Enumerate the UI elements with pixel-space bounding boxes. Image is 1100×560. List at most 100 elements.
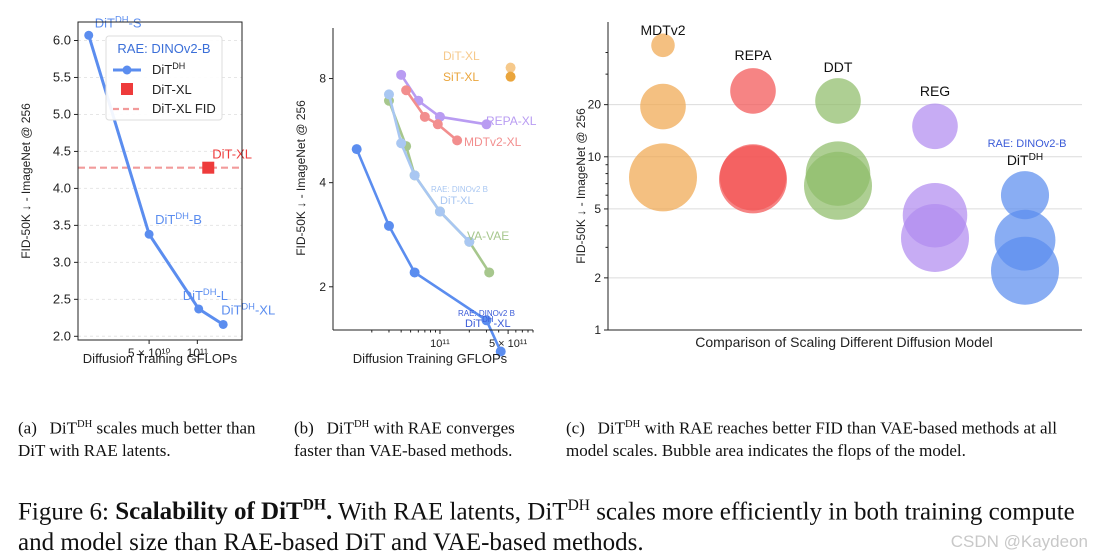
b-series-point: [434, 206, 445, 217]
caption-c-text-after: with RAE reaches better FID than VAE-bas…: [566, 418, 1057, 460]
b-series-point: [481, 315, 492, 326]
c-bubble: [815, 78, 861, 124]
b-x-axis-ticks: 10¹¹ 5 × 10¹¹: [371, 330, 534, 350]
a-x-axis-ticks: 5 × 10¹⁰ 10¹¹: [128, 340, 208, 360]
b-series-label: MDTv2-XL: [464, 135, 522, 149]
c-y-axis-label: FID-50K ↓ - ImageNet @ 256: [574, 108, 588, 264]
c-bubble: [804, 151, 872, 220]
b-series-point: [505, 71, 516, 82]
caption-b-label: (b): [294, 418, 314, 438]
caption-a-sup: DH: [77, 419, 93, 430]
a-x-axis-label: Diffusion Training GFLOPs: [83, 351, 238, 366]
a-legend: RAE: DINOv2-B DiTDH DiT-XL DiT-XL FID: [105, 35, 223, 121]
caption-c: (c) DiTDH with RAE reaches better FID th…: [566, 414, 1090, 462]
a-point-label: DiTDH-L: [183, 286, 228, 303]
a-legend-entry-fid: DiT-XL FID: [152, 101, 216, 116]
a-y-axis-ticks: 2.0 2.5 3.0 3.5 4.0 4.5 5.0 5.5 6.0: [53, 32, 78, 343]
figure-caption-text1: With RAE latents, DiT: [332, 498, 568, 526]
b-series-label: SiT-XL: [443, 70, 479, 84]
a-point-label: DiTDH-XL: [221, 300, 275, 317]
b-series-point: [409, 170, 420, 181]
b-series-point: [505, 62, 516, 73]
a-point: [144, 229, 154, 239]
a-legend-title: RAE: DINOv2-B: [117, 41, 210, 56]
caption-c-label: (c): [566, 418, 585, 438]
a-y-axis-label: FID-50K ↓ - ImageNet @ 256: [19, 103, 33, 259]
caption-a-text-after: scales much better than DiT with RAE lat…: [18, 418, 256, 460]
caption-a-label: (a): [18, 418, 37, 438]
a-dit-xl-label: DiT-XL: [212, 147, 252, 162]
b-series-label: REPA-XL: [486, 114, 537, 128]
b-ytick-label: 8: [319, 72, 326, 86]
b-series-point: [452, 135, 463, 146]
b-xtick-label: 5 × 10¹¹: [489, 338, 528, 350]
caption-a-text-before: DiT: [49, 418, 78, 438]
caption-b-sup: DH: [353, 419, 370, 430]
a-series-dit-dh-points: [84, 30, 228, 329]
b-series-point: [432, 119, 443, 130]
b-series-label: DiT-XL: [440, 195, 474, 207]
c-ytick-label: 20: [588, 98, 602, 112]
c-bubble: [901, 203, 969, 272]
a-ytick-label: 5.5: [53, 69, 71, 84]
b-series-point: [351, 144, 362, 155]
c-group-label: REPA: [734, 47, 772, 63]
a-xtick-label: 10¹¹: [187, 346, 208, 360]
b-series-label: RAE: DINOv2 B: [458, 309, 515, 318]
watermark: CSDN @Kaydeon: [950, 532, 1088, 551]
b-ytick-label: 4: [319, 176, 326, 190]
c-group-label: DDT: [824, 59, 853, 75]
c-ytick-label: 10: [588, 150, 602, 164]
b-series-label: DiT-XL: [443, 49, 480, 63]
a-ytick-label: 4.0: [53, 180, 71, 195]
c-group-label: REG: [920, 83, 950, 99]
c-bubble: [719, 145, 787, 214]
chart-c-model-size-bubbles: MDTv2 REPA DDT REG RAE: DINOv2-B DiTDH 1 2 5 10 2…: [574, 22, 1082, 350]
a-ytick-label: 3.5: [53, 217, 71, 232]
caption-a: (a) DiTDH scales much better than DiT wi…: [18, 414, 280, 462]
figure-caption-bold: Scalability of DiTDH.: [115, 497, 333, 526]
b-series-point: [401, 85, 412, 96]
figure-caption-bold-end: .: [325, 498, 333, 526]
c-bubble: [629, 143, 697, 212]
caption-b: (b) DiTDH with RAE converges faster than…: [294, 414, 556, 462]
c-ytick-label: 5: [594, 202, 601, 216]
a-point: [218, 319, 228, 329]
a-point: [194, 304, 204, 314]
c-group-label: RAE: DINOv2-B: [988, 138, 1067, 150]
caption-b-text-before: DiT: [326, 418, 354, 438]
b-series-labels: DiT-XL SiT-XL REPA-XL MDTv2-XL VA-VAE RAE: DI…: [431, 49, 537, 330]
a-legend-point-swatch: [122, 65, 132, 75]
c-group-labels: MDTv2 REPA DDT REG RAE: DINOv2-B DiTDH: [640, 22, 1066, 168]
figure-caption: Figure 6: Scalability of DiTDH. With RAE…: [18, 490, 1088, 558]
a-xtick-label: 5 × 10¹⁰: [128, 346, 171, 360]
a-ytick-label: 2.5: [53, 291, 71, 306]
b-ytick-label: 2: [319, 280, 326, 294]
b-series-point: [409, 267, 420, 278]
b-series-point: [464, 236, 475, 247]
b-series-point: [484, 267, 495, 278]
a-point-label: DiTDH-B: [155, 210, 202, 227]
c-x-axis-label: Comparison of Scaling Different Diffusio…: [695, 334, 993, 350]
a-legend-square-swatch: [121, 83, 133, 95]
b-series-label: DiTDH-XL: [465, 315, 511, 330]
a-dit-xl-square: [202, 161, 215, 174]
a-ytick-label: 6.0: [53, 32, 71, 47]
b-series-point: [383, 220, 394, 231]
b-series-label: VA-VAE: [467, 229, 509, 243]
c-bubbles: [629, 33, 1059, 305]
b-y-axis-label: FID-50K ↓ - ImageNet @ 256: [294, 100, 308, 256]
a-point-label: DiTDH-S: [95, 13, 142, 30]
chart-b-convergence: DiT-XL SiT-XL REPA-XL MDTv2-XL VA-VAE RAE: DI…: [294, 28, 537, 366]
b-series-point: [396, 69, 407, 80]
a-plot-frame: [77, 21, 243, 341]
c-bubble: [651, 33, 675, 58]
a-legend-entry-dit-dh: DiTDH: [152, 61, 185, 77]
b-series-label: RAE: DINOv2 B: [431, 185, 488, 194]
b-series-line: [405, 89, 458, 142]
c-ytick-label: 1: [594, 323, 601, 337]
a-ytick-label: 4.5: [53, 143, 71, 158]
b-xtick-label: 10¹¹: [430, 338, 450, 350]
